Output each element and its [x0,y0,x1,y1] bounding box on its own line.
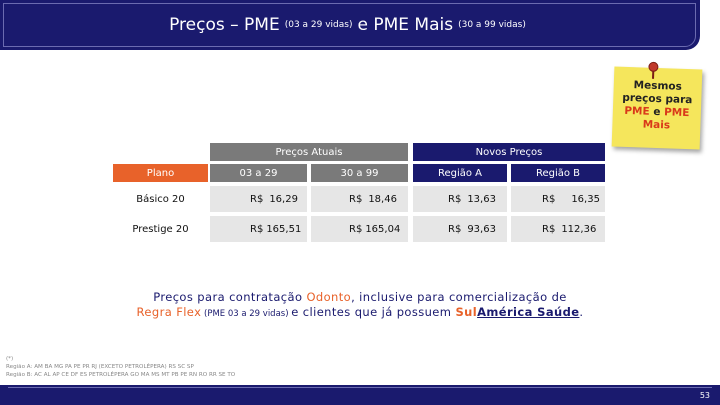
footnote: (*) Região A: AM BA MG PA PE PR RJ (EXCE… [6,355,235,379]
currency-label: R$ [448,223,462,235]
note-e: e [653,105,661,119]
page-number: 53 [699,391,710,400]
para-text-6: e clientes que já possuem [291,305,456,319]
currency-label: R$ [250,193,264,205]
para-brand-sul: Sul [455,305,478,319]
note-pme-2: PME [663,106,690,120]
currency-label: R$ [542,193,556,205]
currency-label: R$ [250,223,264,235]
price-cell: R$ 16,29 [210,186,307,212]
price-cell: R$ 18,46 [311,186,408,212]
currency-label: R$ [349,193,363,205]
footnote-mark: (*) [6,356,14,362]
odonto-paragraph: Preços para contratação Odonto, inclusiv… [80,290,640,322]
price-value: 13,63 [467,193,496,205]
pushpin-stem [652,70,655,79]
col-header-regiao-b: Região B [511,164,605,182]
row-plan-basico: Básico 20 [113,186,208,212]
price-cell: R$ 16,35 [511,186,605,212]
currency-label: R$ [448,193,462,205]
para-regra-flex: Regra Flex [136,305,202,319]
price-cell: R$ 165,04 [311,216,408,242]
group-header-current: Preços Atuais [210,143,408,161]
para-text-1: Preços para contratação [153,290,307,304]
price-value: 93,63 [467,223,496,235]
row-plan-prestige: Prestige 20 [113,216,208,242]
title-range-pme: (03 a 29 vidas) [284,20,353,30]
price-value: 165,51 [266,223,302,235]
col-header-30-99: 30 a 99 [311,164,408,182]
sticky-note: Mesmos preços para PME e PME Mais [611,61,703,150]
price-cell: R$ 13,63 [413,186,507,212]
col-header-regiao-a: Região A [413,164,507,182]
price-value: 112,36 [561,223,597,235]
group-header-new: Novos Preços [413,143,605,161]
price-cell: R$ 93,63 [413,216,507,242]
price-cell: R$ 165,51 [210,216,307,242]
footnote-regiao-b: Região B: AC AL AP CE DF ES PETROLÉPERA … [6,372,236,378]
price-cell: R$ 112,36 [511,216,605,242]
title-pme-mais: e PME Mais [357,15,454,35]
para-odonto: Odonto [306,290,352,304]
para-brand-america-saude: América Saúde [477,305,580,319]
currency-label: R$ [542,223,556,235]
note-pme: PME [624,104,650,118]
title-bar: Preços – PME (03 a 29 vidas) e PME Mais … [0,0,700,50]
price-value: 18,46 [368,193,397,205]
col-header-03-29: 03 a 29 [210,164,307,182]
price-value: 16,29 [269,193,298,205]
para-pme-range: (PME 03 a 29 vidas) [201,309,292,319]
col-header-plan: Plano [113,164,208,182]
currency-label: R$ [349,223,363,235]
footnote-regiao-a: Região A: AM BA MG PA PE PR RJ (EXCETO P… [6,364,194,370]
title-main: Preços – PME [169,15,280,35]
footer-bar: 53 [0,383,720,405]
title-range-pme-mais: (30 a 99 vidas) [458,20,526,30]
price-value: 165,04 [365,223,401,235]
para-period: . [579,305,584,319]
footer-frame [8,387,712,402]
para-text-3: , inclusive para comercialização de [351,290,567,304]
price-value: 16,35 [571,193,600,205]
